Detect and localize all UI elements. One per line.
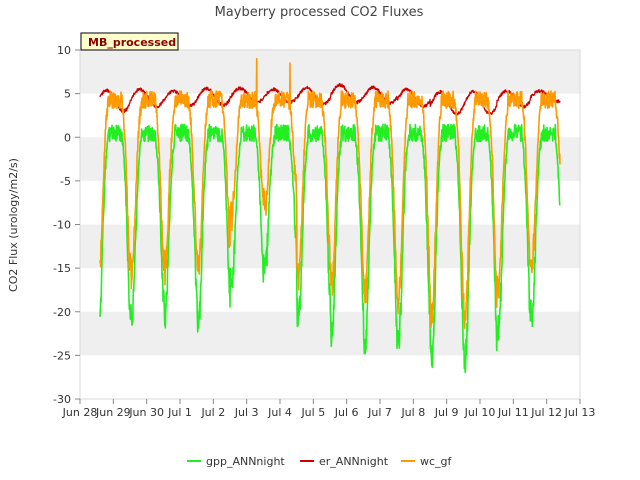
x-tick-label: Jul 9 [434, 406, 459, 419]
chart-title: Mayberry processed CO2 Fluxes [215, 5, 424, 20]
x-tick-label: Jul 10 [464, 406, 496, 419]
x-tick-label: Jul 2 [200, 406, 225, 419]
x-tick-label: Jul 3 [234, 406, 259, 419]
site-badge-box [80, 32, 179, 51]
legend-item-gpp: gpp_ANNnight [187, 455, 285, 468]
y-tick-label: -25 [53, 349, 71, 362]
site-badge: MB_processed [80, 32, 179, 51]
y-tick-label: -15 [53, 262, 71, 275]
x-tick-label: Jun 28 [62, 406, 98, 419]
x-tick-label: Jul 8 [400, 406, 425, 419]
legend-label-gpp: gpp_ANNnight [206, 455, 285, 468]
x-tick-label: Jul 5 [300, 406, 325, 419]
x-tick-label: Jul 11 [497, 406, 529, 419]
series-line-gpp-annnight [99, 123, 561, 374]
x-tick-label: Jun 30 [128, 406, 164, 419]
legend: gpp_ANNnight er_ANNnight wc_gf [187, 455, 453, 468]
legend-label-er: er_ANNnight [319, 455, 389, 468]
y-tick-label: -5 [60, 175, 71, 188]
x-tick-label: Jul 12 [530, 406, 562, 419]
legend-label-wc: wc_gf [420, 455, 453, 468]
x-tick-label: Jul 1 [167, 406, 192, 419]
x-tick-label: Jul 4 [267, 406, 292, 419]
x-tick-label: Jul 6 [334, 406, 359, 419]
y-tick-label: 10 [57, 44, 71, 57]
y-tick-label: -20 [53, 306, 71, 319]
x-tick-label: Jun 29 [95, 406, 131, 419]
x-tick-label: Jul 13 [564, 406, 596, 419]
y-tick-label: 5 [64, 88, 71, 101]
y-axis-label: CO2 Flux (urology/m2/s) [7, 158, 20, 292]
series-layer [99, 57, 561, 374]
series-line-wc-gf [99, 57, 561, 329]
legend-item-er: er_ANNnight [300, 455, 389, 468]
grid-band [80, 50, 580, 94]
x-tick-label: Jul 7 [367, 406, 392, 419]
y-tick-label: -30 [53, 393, 71, 406]
y-tick-label: 0 [64, 131, 71, 144]
y-tick-label: -10 [53, 219, 71, 232]
legend-item-wc: wc_gf [401, 455, 453, 468]
site-badge-label: MB_processed [88, 36, 176, 49]
grid-band [80, 137, 580, 181]
